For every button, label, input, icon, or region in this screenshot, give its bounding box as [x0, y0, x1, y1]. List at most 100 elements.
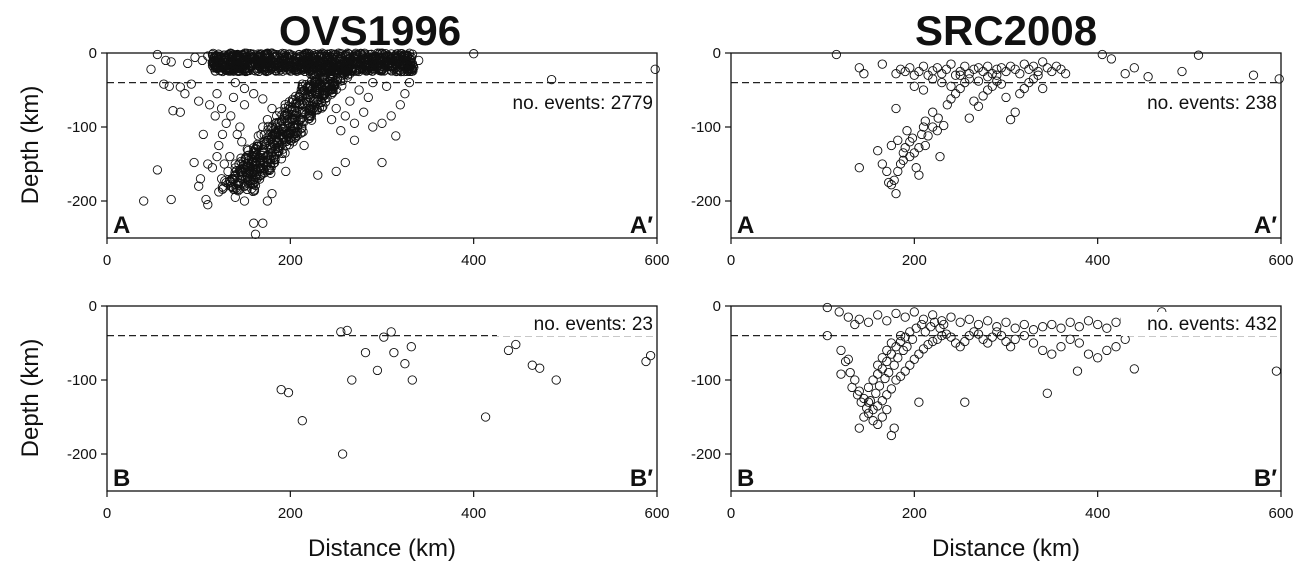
scatter-point	[973, 319, 984, 330]
scatter-point	[886, 384, 897, 394]
scatter-point	[265, 64, 276, 74]
scatter-point	[868, 375, 878, 385]
scatter-point	[946, 59, 956, 69]
scatter-points	[831, 49, 1284, 199]
scatter-point	[1056, 342, 1066, 352]
scatter-point	[313, 89, 323, 99]
scatter-point	[262, 135, 272, 146]
scatter-point	[219, 159, 229, 169]
scatter-point	[195, 174, 206, 184]
scatter-point	[1028, 325, 1039, 335]
scatter-point	[1129, 63, 1139, 73]
scatter-point	[937, 77, 947, 88]
scatter-point	[331, 166, 341, 177]
scatter-point	[511, 339, 521, 350]
scatter-point	[1038, 57, 1048, 67]
scatter-point	[893, 353, 903, 363]
scatter-point	[277, 110, 287, 120]
scatter-point	[175, 82, 185, 92]
scatter-point	[909, 354, 919, 364]
scatter-point	[847, 382, 857, 393]
scatter-point	[900, 332, 910, 342]
scatter-point	[891, 69, 901, 79]
scatter-point	[197, 55, 207, 66]
scatter-point	[898, 345, 908, 356]
scatter-point	[960, 61, 970, 71]
scatter-point	[862, 403, 872, 413]
scatter-point	[414, 55, 424, 66]
scatter-point	[168, 106, 178, 116]
scatter-point	[308, 67, 319, 77]
panel-b-ovs1996: 0 200 400 600 0 -100 -200 B B′ no. events: 23	[67, 298, 670, 522]
scatter-point	[891, 342, 901, 352]
scatter-point	[212, 89, 222, 99]
scatter-point	[822, 302, 832, 313]
scatter-point	[917, 319, 927, 330]
scatter-point	[274, 142, 284, 152]
scatter-point	[327, 77, 338, 88]
scatter-point	[918, 344, 929, 354]
scatter-point	[354, 85, 364, 95]
scatter-point	[902, 342, 912, 352]
scatter-point	[882, 404, 892, 415]
scatter-point	[382, 56, 393, 66]
scatter-point	[1193, 50, 1204, 60]
scatter-point	[313, 86, 323, 97]
scatter-point	[992, 76, 1002, 86]
scatter-point	[227, 174, 237, 184]
scatter-point	[895, 64, 906, 74]
scatter-point	[1143, 72, 1153, 82]
panel-b-src2008: 0 200 400 600 0 -100 -200 B B′ no. events: 432	[691, 298, 1294, 522]
x-tick-label: 400	[461, 252, 486, 269]
scatter-point	[230, 192, 240, 202]
scatter-point	[233, 186, 243, 196]
scatter-point	[314, 61, 324, 72]
scatter-point	[955, 66, 965, 77]
scatter-point	[920, 140, 930, 151]
scatter-point	[845, 367, 855, 378]
x-tick-label: 0	[103, 252, 111, 269]
y-tick-label: -100	[691, 372, 721, 389]
scatter-point	[290, 122, 300, 133]
scatter-point	[368, 77, 378, 88]
scatter-point	[1038, 83, 1048, 94]
plot-frame	[730, 305, 1282, 492]
scatter-point	[1129, 364, 1139, 374]
scatter-point	[937, 69, 947, 79]
scatter-point	[955, 70, 965, 80]
scatter-point	[363, 92, 373, 103]
scatter-point	[345, 96, 355, 106]
scatter-point	[205, 100, 215, 110]
scatter-point	[969, 327, 979, 337]
scatter-point	[406, 342, 416, 352]
scatter-point	[1033, 66, 1043, 77]
scatter-point	[271, 136, 282, 146]
scatter-point	[886, 349, 897, 359]
scatter-point	[256, 129, 266, 140]
scatter-point	[305, 105, 316, 115]
scatter-point	[909, 81, 919, 91]
scatter-point	[854, 63, 864, 73]
scatter-point	[1065, 317, 1075, 327]
scatter-point	[873, 401, 883, 411]
scatter-point	[889, 175, 899, 185]
scatter-point	[407, 49, 418, 59]
scatter-point	[546, 74, 557, 85]
scatter-point	[955, 83, 965, 94]
annotation-backing	[1121, 91, 1277, 115]
scatter-point	[996, 79, 1007, 89]
scatter-point	[284, 54, 294, 64]
scatter-point	[260, 49, 270, 59]
scatter-point	[260, 137, 270, 147]
scatter-point	[983, 338, 993, 348]
x-tick-label: 600	[644, 505, 669, 522]
scatter-point	[1010, 334, 1020, 344]
scatter-point	[212, 54, 222, 64]
x-tick-label: 600	[1268, 252, 1293, 269]
scatter-point	[152, 49, 163, 60]
scatter-point	[269, 157, 280, 168]
scatter-point	[1019, 59, 1029, 69]
scatter-point	[1274, 74, 1284, 84]
scatter-point	[289, 133, 299, 144]
